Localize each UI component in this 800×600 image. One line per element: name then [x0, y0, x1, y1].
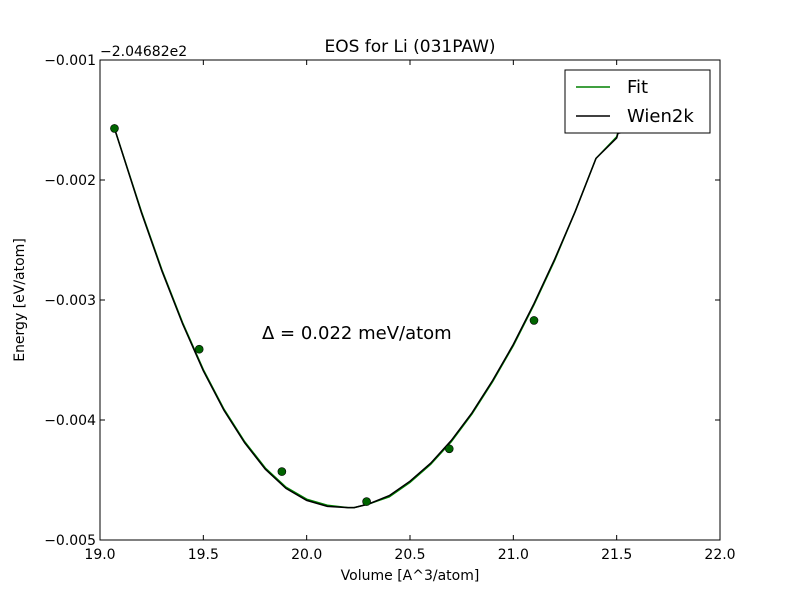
y-tick-label: −0.002	[44, 173, 96, 189]
y-tick-label: −0.005	[44, 533, 96, 549]
y-axis-label: Energy [eV/atom]	[12, 238, 28, 362]
y-offset-label: −2.04682e2	[100, 44, 187, 60]
x-tick-label: 19.5	[188, 547, 219, 563]
legend-box	[564, 69, 711, 134]
legend-label-fit: Fit	[627, 77, 648, 98]
x-tick-label: 20.0	[291, 547, 322, 563]
data-point	[110, 124, 119, 133]
x-tick-label: 20.5	[394, 547, 425, 563]
y-tick-label: −0.001	[44, 53, 96, 69]
data-point	[194, 344, 204, 354]
x-tick-label: 21.0	[498, 547, 529, 563]
x-tick-label: 21.5	[601, 547, 632, 563]
chart-title: EOS for Li (031PAW)	[324, 37, 495, 57]
delta-annotation: Δ = 0.022 meV/atom	[262, 323, 452, 344]
x-tick-label: 22.0	[704, 547, 735, 563]
data-point	[444, 444, 454, 454]
x-tick-label: 19.0	[84, 547, 115, 563]
data-point	[362, 497, 371, 506]
data-point	[277, 467, 287, 476]
x-axis: 19.0 19.5 20.0 20.5 21.0 21.5 22.0	[84, 60, 736, 563]
y-tick-label: −0.003	[44, 293, 96, 309]
legend: Fit Wien2k	[564, 69, 711, 134]
y-tick-label: −0.004	[44, 413, 96, 429]
legend-label-wien2k: Wien2k	[627, 106, 694, 127]
data-point	[529, 316, 539, 325]
x-axis-label: Volume [A^3/atom]	[341, 568, 480, 584]
y-axis: −0.001 −0.002 −0.003 −0.004 −0.005	[44, 53, 720, 549]
